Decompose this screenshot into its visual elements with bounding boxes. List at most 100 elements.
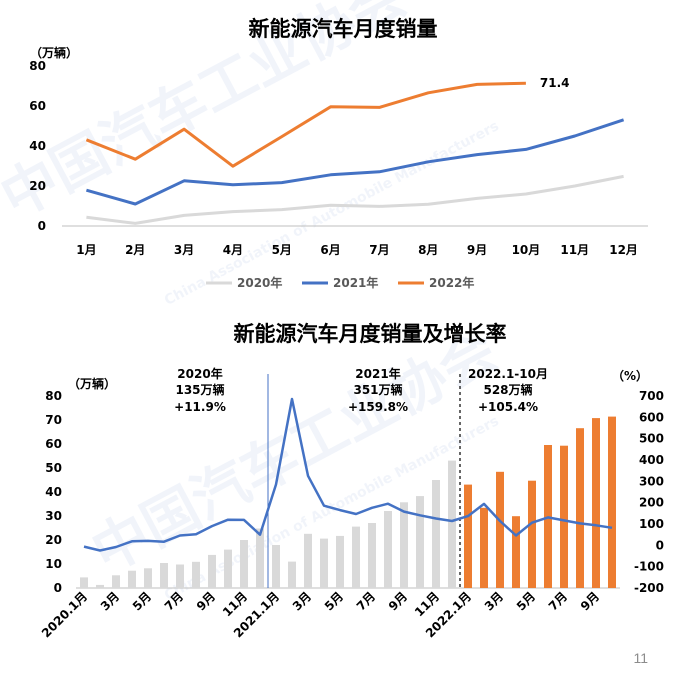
- sales-bar: [480, 507, 488, 588]
- sales-bar: [608, 416, 616, 588]
- left-axis-unit: （万辆）: [68, 376, 116, 391]
- x-tick-label: 2020.1月: [39, 589, 90, 640]
- left-y-tick-label: 80: [45, 389, 62, 403]
- sales-bar: [320, 538, 328, 588]
- x-tick-label: 9月: [386, 589, 410, 613]
- legend-label-2021: 2021年: [333, 275, 378, 290]
- x-tick-label: 10月: [512, 243, 541, 257]
- sales-bar: [288, 561, 296, 588]
- series-line-2021年: [85, 118, 625, 206]
- sales-bar: [80, 577, 88, 588]
- growth-rate-polyline: [83, 397, 613, 552]
- annotation-year: 2021年: [355, 366, 400, 381]
- sales-bar: [416, 496, 424, 588]
- annotation-total: 528万辆: [483, 382, 532, 397]
- right-y-tick-label: 100: [639, 517, 664, 531]
- right-y-tick-label: 0: [656, 538, 664, 552]
- sales-bar: [208, 554, 216, 588]
- sales-bar: [192, 561, 200, 588]
- y-tick-label: 0: [38, 219, 46, 233]
- x-tick-label: 6月: [320, 243, 340, 257]
- left-y-axis-ticks: 0 10 20 30 40 50 60 70 80: [45, 389, 62, 595]
- right-y-tick-label: 600: [639, 410, 664, 424]
- data-label-2022-oct: 71.4: [540, 76, 570, 90]
- left-y-tick-label: 50: [45, 461, 62, 475]
- sales-bar: [496, 471, 504, 588]
- x-tick-label: 3月: [290, 589, 314, 613]
- x-tick-label: 4月: [223, 243, 243, 257]
- sales-bar: [336, 535, 344, 588]
- sales-bar: [400, 502, 408, 588]
- x-tick-label: 3月: [482, 589, 506, 613]
- sales-bar: [512, 516, 520, 588]
- sales-bar: [224, 549, 232, 588]
- annotation-growth: +11.9%: [174, 400, 226, 414]
- sales-bar: [272, 545, 280, 588]
- sales-bar: [352, 526, 360, 588]
- sales-bar: [576, 428, 584, 588]
- sales-bar: [528, 480, 536, 588]
- sales-bar: [592, 418, 600, 588]
- x-tick-label: 11月: [560, 243, 589, 257]
- x-tick-label: 12月: [609, 243, 638, 257]
- sales-bar: [128, 570, 136, 588]
- y-tick-label: 40: [29, 139, 46, 153]
- x-tick-label: 5月: [514, 589, 538, 613]
- right-y-tick-label: -100: [634, 560, 664, 574]
- sales-bar: [160, 563, 168, 588]
- y-axis-ticks: 0 20 40 60 80: [29, 59, 46, 233]
- x-tick-label: 5月: [272, 243, 292, 257]
- y-tick-label: 60: [29, 99, 46, 113]
- x-tick-label: 9月: [467, 243, 487, 257]
- x-tick-label: 1月: [76, 243, 96, 257]
- monthly-sales-growth-chart: 新能源汽车月度销量及增长率 （万辆） （%） 0 10 20 30 40 50 60 70 80…: [39, 322, 664, 640]
- left-y-tick-label: 0: [54, 581, 62, 595]
- y-tick-label: 80: [29, 59, 46, 73]
- legend-label-2020: 2020年: [237, 275, 282, 290]
- y-tick-label: 20: [29, 179, 46, 193]
- growth-rate-line: [83, 397, 613, 552]
- x-tick-label: 7月: [369, 243, 389, 257]
- series-line-2020年: [86, 174, 624, 225]
- sales-bar: [144, 568, 152, 588]
- sales-bar: [176, 564, 184, 588]
- left-y-tick-label: 10: [45, 557, 62, 571]
- right-y-tick-label: 500: [639, 432, 664, 446]
- sales-bar: [112, 575, 120, 588]
- series-lines: [85, 81, 625, 225]
- series-line-2022年: [85, 81, 526, 168]
- sales-bar: [384, 511, 392, 588]
- chart-title: 新能源汽车月度销量: [249, 17, 438, 41]
- x-tick-label: 3月: [98, 589, 122, 613]
- annotation-growth: +159.8%: [348, 400, 408, 414]
- left-y-tick-label: 20: [45, 533, 62, 547]
- x-tick-label: 5月: [130, 589, 154, 613]
- sales-bar: [464, 484, 472, 588]
- x-axis-ticks: 1月 2月 3月 4月 5月 6月 7月 8月 9月 10月 11月 12月: [76, 243, 638, 257]
- left-y-tick-label: 70: [45, 413, 62, 427]
- sales-bar: [304, 533, 312, 588]
- monthly-sales-line-chart: 新能源汽车月度销量 （万辆） 0 20 40 60 80 1月 2月 3月 4月 5月 6月 7月 8…: [29, 17, 648, 290]
- annotation-year: 2022.1-10月: [468, 367, 548, 381]
- x-tick-label: 8月: [418, 243, 438, 257]
- x-tick-label: 5月: [322, 589, 346, 613]
- sales-bar: [368, 523, 376, 588]
- annotation-year: 2020年: [177, 366, 222, 381]
- legend: 2020年 2021年 2022年: [206, 275, 474, 290]
- right-y-axis-ticks: -200 -100 0 100 200 300 400 500 600 700: [634, 389, 664, 595]
- year-dividers: [267, 374, 461, 588]
- right-y-tick-label: 400: [639, 453, 664, 467]
- x-tick-label: 3月: [174, 243, 194, 257]
- sales-bar: [448, 460, 456, 588]
- right-y-tick-label: 200: [639, 496, 664, 510]
- left-y-tick-label: 30: [45, 509, 62, 523]
- annotation-total: 135万辆: [175, 382, 224, 397]
- x-tick-label: 2月: [125, 243, 145, 257]
- chart-title: 新能源汽车月度销量及增长率: [234, 322, 507, 346]
- legend-label-2022: 2022年: [429, 275, 474, 290]
- x-tick-label: 7月: [162, 589, 186, 613]
- annotation-growth: +105.4%: [478, 400, 538, 414]
- sales-bar: [240, 540, 248, 588]
